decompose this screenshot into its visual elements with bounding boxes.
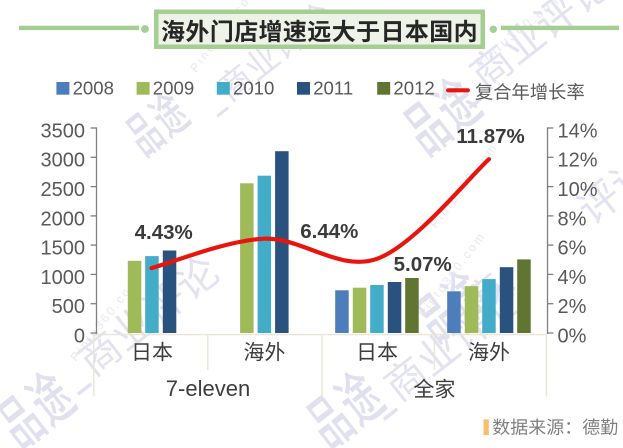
svg-text:14%: 14% [558,120,598,142]
svg-text:2500: 2500 [41,179,86,201]
svg-text:0%: 0% [558,325,587,347]
svg-text:Pintu360.com: Pintu360.com [471,0,566,70]
svg-text:2008: 2008 [73,78,114,99]
svg-text:8%: 8% [558,208,587,230]
svg-text:2012: 2012 [393,78,434,99]
svg-text:2011: 2011 [313,78,353,99]
svg-text:4.43%: 4.43% [135,221,193,244]
svg-text:500: 500 [52,296,85,318]
svg-text:1500: 1500 [41,238,86,260]
svg-text:6%: 6% [558,238,587,260]
svg-text:2010: 2010 [233,78,274,99]
svg-text:1000: 1000 [41,267,86,289]
svg-text:10%: 10% [558,179,598,201]
svg-text:5.07%: 5.07% [394,253,452,276]
svg-text:2000: 2000 [41,208,86,230]
svg-text:2%: 2% [558,296,587,318]
svg-text:12%: 12% [558,150,598,172]
svg-text:6.44%: 6.44% [300,220,358,243]
svg-text:11.87%: 11.87% [456,125,524,148]
svg-text:3000: 3000 [41,150,86,172]
svg-text:2009: 2009 [153,78,194,99]
svg-text:4%: 4% [558,267,587,289]
svg-text:7-eleven: 7-eleven [166,376,250,401]
svg-text:3500: 3500 [41,120,86,142]
svg-text:0: 0 [74,325,85,347]
